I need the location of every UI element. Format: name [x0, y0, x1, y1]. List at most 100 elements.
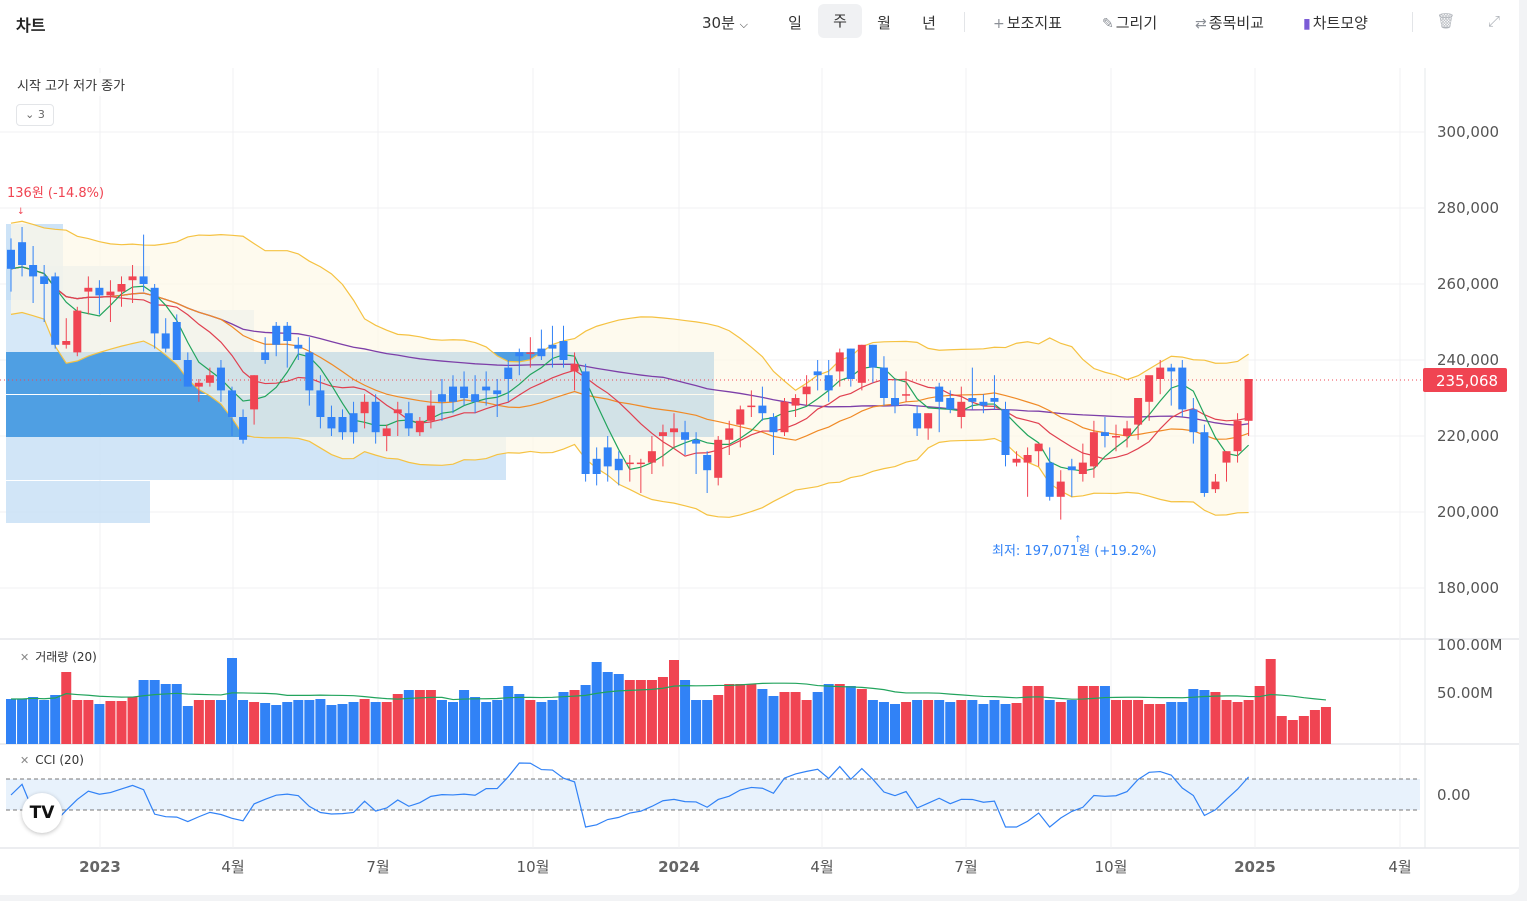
legend-collapse-button[interactable]: ⌄ 3 [16, 104, 54, 126]
candle-body [51, 276, 60, 345]
compare-button[interactable]: ⇄ 종목비교 [1195, 14, 1264, 32]
volume-bar [160, 684, 171, 744]
tradingview-logo[interactable]: TV [22, 793, 62, 833]
candle-icon: ▮ [1303, 16, 1311, 32]
volume-bar [624, 680, 635, 744]
candle-body [205, 375, 214, 383]
volume-bar [28, 697, 39, 744]
volume-bar [912, 700, 923, 744]
volume-bar [1320, 707, 1331, 744]
volume-bar [1044, 700, 1055, 744]
volume-bar [116, 701, 127, 744]
time-axis-label: 2025 [1234, 858, 1276, 876]
volume-bar [1309, 710, 1320, 744]
candle-body [1178, 367, 1187, 410]
volume-bar [845, 686, 856, 744]
candle-body [879, 367, 888, 398]
candle-body [437, 394, 446, 402]
candle-body [692, 439, 701, 444]
tab-period-day[interactable]: 일 [788, 14, 802, 32]
cci-axis-label: 0.00 [1437, 786, 1470, 804]
volume-bar [72, 700, 83, 744]
tab-period-month[interactable]: 월 [877, 14, 891, 32]
volume-bar [823, 684, 834, 744]
candle-body [946, 398, 955, 410]
candle-body [305, 352, 314, 391]
candle-body [791, 398, 800, 406]
current-price-badge [1423, 368, 1507, 392]
volume-bar [1066, 700, 1077, 744]
volume-bar [359, 699, 370, 744]
tab-period-year[interactable]: 년 [922, 14, 936, 32]
time-axis-label: 4월 [221, 858, 244, 876]
volume-bar [878, 702, 889, 744]
expand-icon[interactable]: ⤢ [1487, 12, 1500, 30]
volume-bar [1144, 704, 1155, 744]
chart-style-button[interactable]: ▮ 차트모양 [1303, 14, 1368, 32]
candle-body [228, 390, 236, 417]
volume-bar [481, 702, 492, 744]
price-axis-label: 240,000 [1437, 351, 1499, 369]
volume-bar [956, 700, 967, 744]
volume-bar [304, 700, 315, 744]
draw-button[interactable]: ✎ 그리기 [1102, 14, 1158, 32]
candle-body [1112, 436, 1120, 438]
candle-body [95, 287, 104, 296]
volume-bar [669, 660, 679, 744]
candle-body [7, 249, 15, 269]
volume-bar [713, 695, 724, 744]
time-axis-label: 2024 [658, 858, 700, 876]
high-annotation: 136원 (-14.8%) [7, 186, 104, 201]
candle-body [592, 458, 601, 474]
candle-body [1089, 432, 1098, 467]
plus-icon: + [993, 16, 1005, 32]
volume-bar [812, 692, 823, 744]
volume-bar [1122, 700, 1133, 744]
candle-body [1123, 428, 1132, 436]
chart-toolbar: 차트 30분 ⌵ 일 주 월 년 + 보조지표 ✎ 그리기 ⇄ 종목비교 ▮ 차트모양 … [0, 0, 1519, 44]
swap-icon: ⇄ [1195, 16, 1207, 32]
volume-bar [635, 680, 646, 744]
interval-dropdown[interactable]: 30분 ⌵ [702, 8, 748, 38]
candle-body [449, 386, 457, 402]
tab-period-week[interactable]: 주 [818, 4, 862, 38]
candle-body [758, 405, 767, 414]
candle-body [924, 413, 933, 429]
volume-bar [967, 700, 978, 744]
candle-body [1100, 432, 1109, 436]
volume-bar [392, 694, 403, 744]
volume-bar [591, 662, 602, 744]
volume-bar [890, 704, 900, 744]
candle-body [73, 310, 82, 353]
volume-bar [646, 680, 657, 744]
close-icon[interactable]: ✕ [20, 651, 30, 664]
interval-label: 30분 [702, 14, 735, 32]
candle-body [625, 462, 634, 465]
volume-bar [757, 689, 768, 744]
candle-body [670, 428, 678, 433]
close-icon[interactable]: ✕ [20, 754, 30, 767]
volume-bar [448, 702, 458, 744]
candle-body [891, 398, 899, 406]
candle-body [172, 322, 181, 360]
volume-bar [1287, 720, 1298, 744]
volume-bar [558, 692, 569, 744]
trash-icon[interactable]: 🗑 [1436, 12, 1456, 30]
volume-bar [680, 680, 691, 744]
volume-bar [492, 700, 503, 744]
cci-pane-title: ✕ CCI (20) [20, 753, 84, 767]
candle-body [658, 432, 667, 436]
candle-body [504, 367, 513, 379]
candle-body [316, 390, 325, 417]
candle-body [1200, 432, 1209, 493]
candle-body [194, 382, 203, 387]
volume-bar [801, 700, 812, 744]
volume-bar [50, 695, 61, 744]
bollinger-lower-line [10, 311, 1249, 518]
indicators-button[interactable]: + 보조지표 [993, 14, 1062, 32]
volume-bar [370, 702, 381, 744]
candle-body [18, 242, 27, 265]
candle-body [426, 405, 435, 421]
volume-bar [536, 702, 547, 744]
